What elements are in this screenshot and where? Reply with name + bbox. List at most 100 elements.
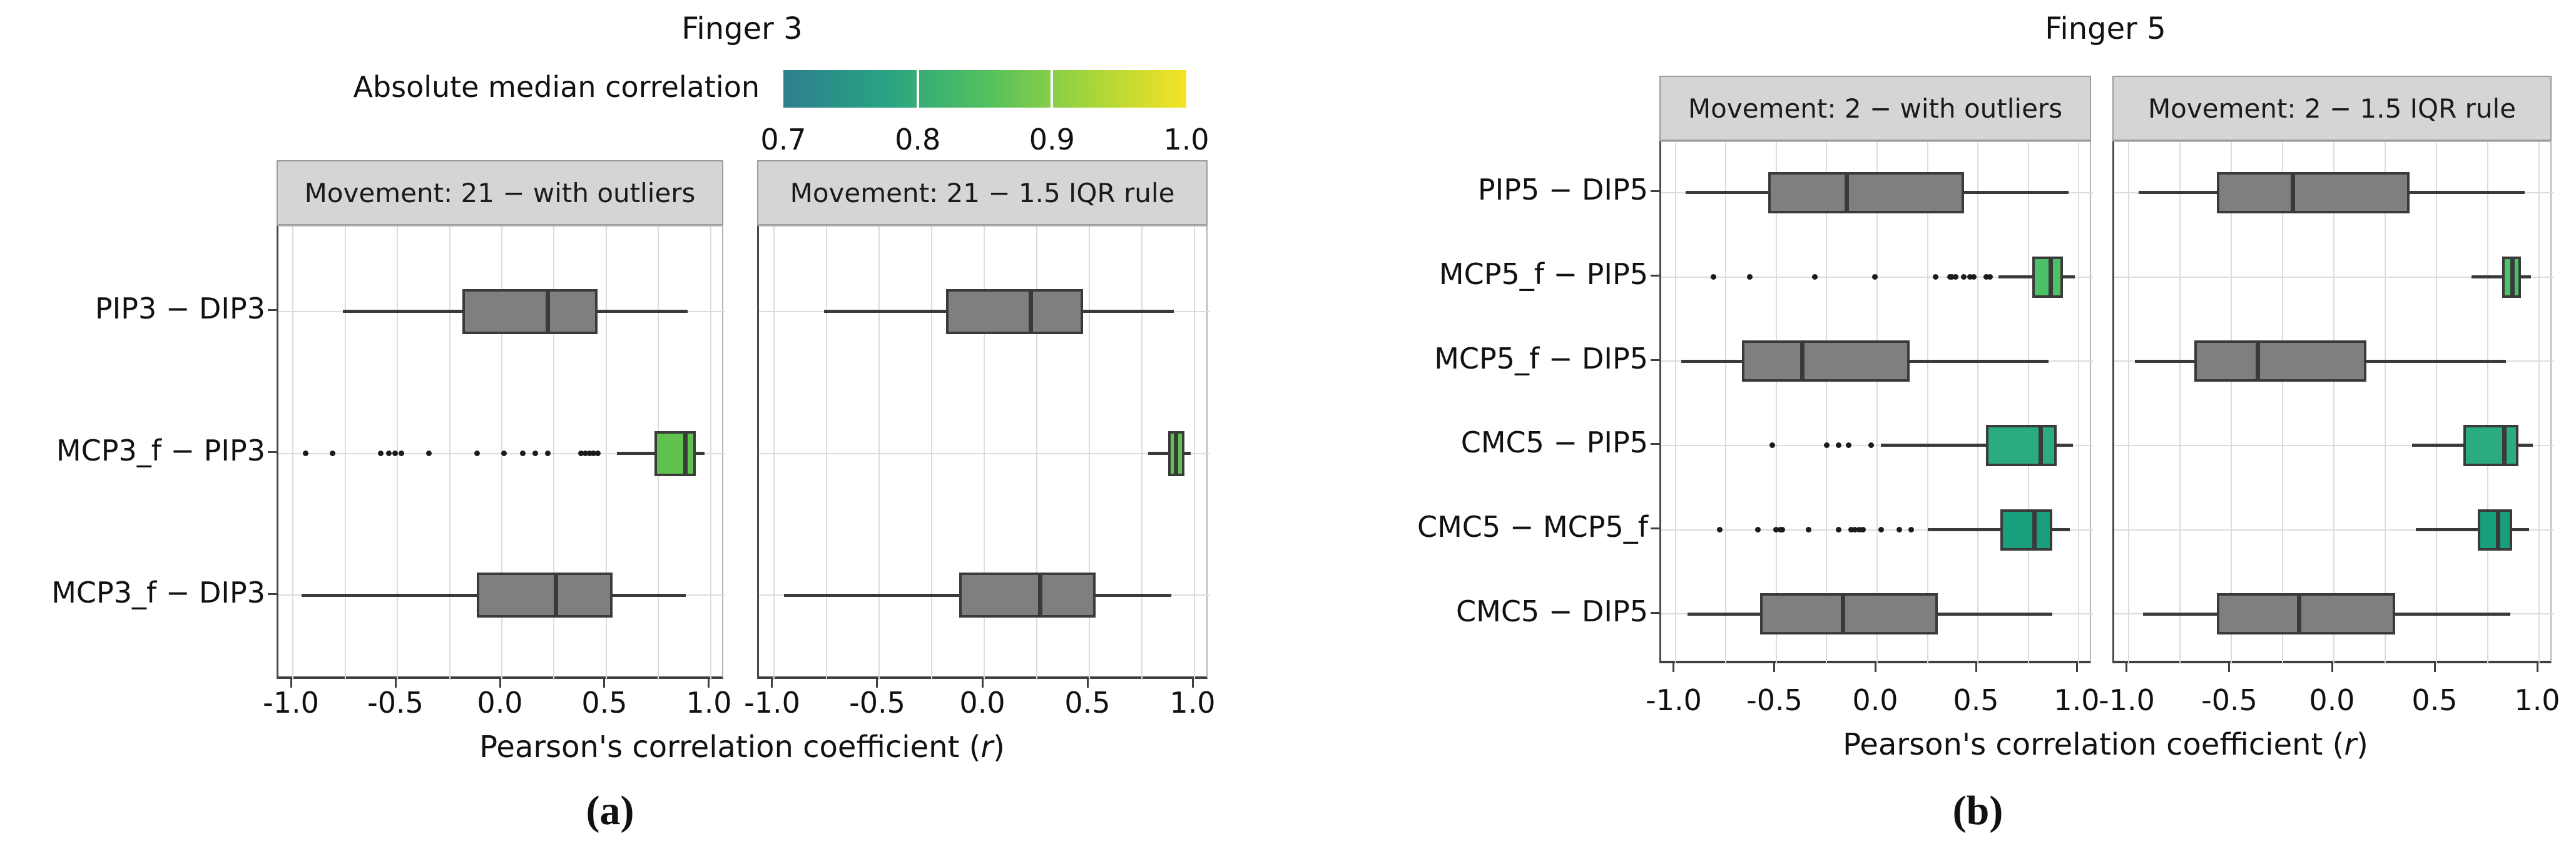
box	[959, 573, 1096, 618]
outlier-point	[1805, 527, 1811, 532]
x-axis-tick	[2331, 663, 2333, 672]
x-axis-tick-label: -1.0	[744, 686, 800, 720]
outlier-point	[386, 451, 392, 456]
median-line	[545, 288, 550, 334]
gridline-vertical	[1725, 142, 1727, 665]
x-axis-tick	[1773, 663, 1775, 672]
gridline-vertical	[2487, 142, 2488, 665]
outlier-point	[302, 451, 308, 456]
whisker-line	[2416, 528, 2529, 531]
y-axis-tick	[1651, 612, 1659, 614]
x-axis-title: Pearson's correlation coefficient (r)	[242, 730, 1243, 765]
gridline-vertical	[2385, 142, 2386, 665]
box	[462, 288, 598, 334]
box	[2477, 509, 2513, 551]
facet-strip: Movement: 21 − 1.5 IQR rule	[757, 160, 1208, 225]
x-axis-tick-label: 0.0	[2309, 683, 2355, 717]
outlier-point	[1987, 274, 1993, 280]
x-axis-tick-label: 0.5	[2411, 683, 2458, 717]
outlier-point	[1852, 527, 1858, 532]
median-line	[1845, 171, 1850, 213]
x-axis-tick-label: 0.0	[1852, 683, 1898, 717]
y-axis-tick	[1651, 359, 1659, 361]
outlier-point	[1933, 274, 1938, 280]
x-axis-tick-label: 0.5	[581, 686, 628, 720]
outlier-point	[1967, 274, 1973, 280]
outlier-point	[595, 451, 601, 456]
median-line	[2495, 509, 2500, 551]
outlier-point	[1755, 527, 1761, 532]
x-axis-tick	[290, 679, 292, 688]
x-axis-tick-label: 0.0	[477, 686, 523, 720]
facet-strip: Movement: 2 − with outliers	[1659, 76, 2091, 141]
outlier-point	[399, 451, 405, 456]
facet-strip-label: Movement: 2 − with outliers	[1688, 93, 2063, 124]
x-axis-tick-label: -1.0	[263, 686, 319, 720]
x-axis-tick-label: -1.0	[1646, 683, 1702, 717]
median-line	[2256, 340, 2261, 382]
x-axis-tick-label: 1.0	[2514, 683, 2560, 717]
gridline-horizontal	[759, 452, 1209, 454]
median-line	[2038, 424, 2043, 466]
y-axis-tick	[1651, 190, 1659, 192]
box	[2463, 424, 2519, 466]
outlier-point	[1836, 442, 1842, 449]
y-axis-label: CMC5 − MCP5_f	[1417, 510, 1648, 544]
outlier-point	[1983, 274, 1989, 280]
x-axis-tick-label: 0.5	[1953, 683, 1999, 717]
whisker-line	[1881, 444, 2073, 447]
x-axis-tick	[1192, 679, 1194, 688]
gridline-vertical	[2231, 142, 2232, 665]
gridline-vertical	[2538, 142, 2540, 665]
median-line	[2290, 171, 2295, 213]
y-axis-label: MCP3_f − PIP3	[56, 434, 265, 467]
y-axis-label: MCP5_f − DIP5	[1434, 342, 1648, 375]
colorbar-tick-label: 1.0	[1163, 123, 1209, 156]
box	[1986, 424, 2057, 466]
x-axis-tick	[2125, 663, 2127, 672]
colorbar-tick-line	[1051, 70, 1054, 108]
y-axis-label: MCP3_f − DIP3	[51, 576, 265, 609]
x-axis-tick	[2076, 663, 2078, 672]
outlier-point	[501, 451, 507, 456]
x-axis-tick-label: 1.0	[686, 686, 732, 720]
gridline-horizontal	[1661, 444, 2093, 446]
outlier-point	[1823, 442, 1830, 449]
gridline-horizontal	[2114, 444, 2553, 446]
y-axis-label: MCP5_f − PIP5	[1438, 257, 1648, 291]
y-axis-tick	[268, 593, 277, 595]
whisker-line	[2471, 275, 2531, 278]
x-axis-tick-label: -1.0	[2099, 683, 2155, 717]
outlier-point	[1717, 527, 1723, 532]
outlier-point	[1872, 274, 1878, 280]
outlier-point	[392, 451, 399, 456]
median-line	[2048, 256, 2053, 298]
x-axis-tick	[982, 679, 984, 688]
outlier-point	[1836, 527, 1842, 532]
gridline-vertical	[1674, 142, 1676, 665]
y-axis-label: PIP5 − DIP5	[1477, 173, 1648, 206]
outlier-point	[1773, 527, 1779, 532]
facet-strip-label: Movement: 21 − 1.5 IQR rule	[790, 177, 1175, 208]
box	[1760, 593, 1938, 635]
box	[477, 573, 613, 618]
gridline-vertical	[1977, 142, 1979, 665]
x-axis-tick	[876, 679, 878, 688]
outlier-point	[1769, 442, 1775, 449]
plot-panel	[757, 225, 1209, 680]
outlier-point	[474, 451, 480, 456]
median-line	[1037, 573, 1042, 618]
y-axis-tick	[1651, 527, 1659, 529]
median-line	[2510, 256, 2515, 298]
x-axis-tick-label: -0.5	[849, 686, 905, 720]
outlier-point	[544, 451, 551, 456]
x-axis-title: Pearson's correlation coefficient (r)	[1605, 727, 2576, 762]
outlier-point	[1961, 274, 1967, 280]
outlier-point	[1779, 527, 1785, 532]
median-line	[2502, 424, 2507, 466]
x-axis-tick	[1975, 663, 1977, 672]
outlier-point	[578, 451, 584, 456]
x-axis-tick-label: 1.0	[1169, 686, 1216, 720]
median-line	[2296, 593, 2301, 635]
median-line	[1800, 340, 1805, 382]
